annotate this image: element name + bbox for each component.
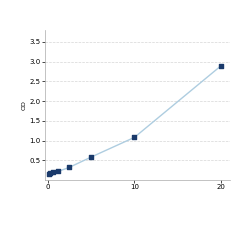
- Y-axis label: OD: OD: [22, 100, 27, 110]
- Point: [132, 135, 136, 139]
- Point: [47, 172, 51, 176]
- Point: [56, 169, 60, 173]
- Point: [48, 171, 52, 175]
- Point: [51, 170, 55, 174]
- Point: [67, 165, 71, 169]
- Point: [219, 64, 223, 68]
- Point: [89, 155, 93, 159]
